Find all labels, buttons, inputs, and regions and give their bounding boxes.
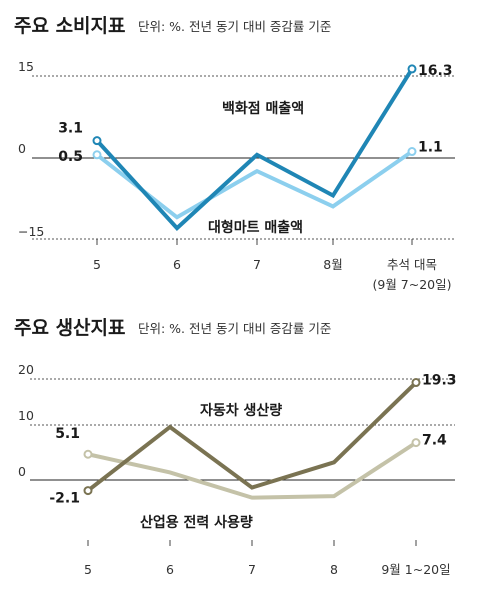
chart1-title: 주요 소비지표 (14, 15, 126, 37)
x-tick-label: 추석 대목 (387, 257, 437, 272)
data-label: 1.1 (418, 140, 443, 156)
y-tick-label: 0 (18, 141, 26, 156)
chart1-unit: 단위: %. 전년 동기 대비 증감률 기준 (138, 19, 331, 34)
x-tick-label: 5 (84, 562, 92, 577)
data-label: 16.3 (418, 63, 453, 79)
series-line (87, 440, 418, 500)
series-point (407, 147, 417, 157)
chart1-plot: 15 0 −15 5 6 7 8월 추석 대목 (9월 7~20일) 3.1 16.3 백화점 매출액… (18, 59, 455, 292)
x-tick-label: 6 (166, 562, 174, 577)
x-tick-label: 9월 1~20일 (381, 562, 450, 577)
series-line (95, 67, 414, 231)
series-label: 대형마트 매출액 (208, 219, 303, 236)
series-line (95, 149, 414, 220)
x-tick-label: 8월 (323, 257, 342, 272)
data-label: 19.3 (422, 373, 457, 389)
series-label: 자동차 생산량 (200, 402, 282, 419)
series-point (411, 438, 421, 448)
x-tick-label: 8 (330, 562, 338, 577)
chart2-plot: 20 10 0 5 6 7 8 9월 1~20일 -2.1 19.3 자동차 생산량 5.1 7.4 산업… (18, 362, 457, 577)
series-label: 산업용 전력 사용량 (140, 514, 253, 531)
series-label: 백화점 매출액 (222, 100, 304, 117)
data-label: 5.1 (55, 426, 80, 442)
y-tick-label: 15 (18, 59, 34, 74)
data-label: 3.1 (58, 121, 83, 137)
data-label: -2.1 (49, 491, 80, 507)
x-tick-label: 7 (253, 257, 261, 272)
x-tick-label: 7 (248, 562, 256, 577)
series-point (83, 449, 93, 459)
series-point (92, 150, 102, 160)
series-point (92, 136, 102, 146)
series-point (411, 378, 421, 388)
y-tick-label: −15 (18, 224, 44, 239)
x-tick-label: 5 (93, 257, 101, 272)
data-label: 7.4 (422, 433, 447, 449)
x-tick-sublabel: (9월 7~20일) (372, 277, 451, 292)
x-tick-label: 6 (173, 257, 181, 272)
chart2-title: 주요 생산지표 (14, 317, 126, 339)
series-line (86, 381, 418, 493)
y-tick-label: 10 (18, 408, 34, 423)
data-label: 0.5 (58, 149, 83, 165)
series-point (83, 486, 93, 496)
chart2-unit: 단위: %. 전년 동기 대비 증감률 기준 (138, 321, 331, 336)
y-tick-label: 0 (18, 464, 26, 479)
y-tick-label: 20 (18, 362, 34, 377)
series-point (407, 64, 417, 74)
